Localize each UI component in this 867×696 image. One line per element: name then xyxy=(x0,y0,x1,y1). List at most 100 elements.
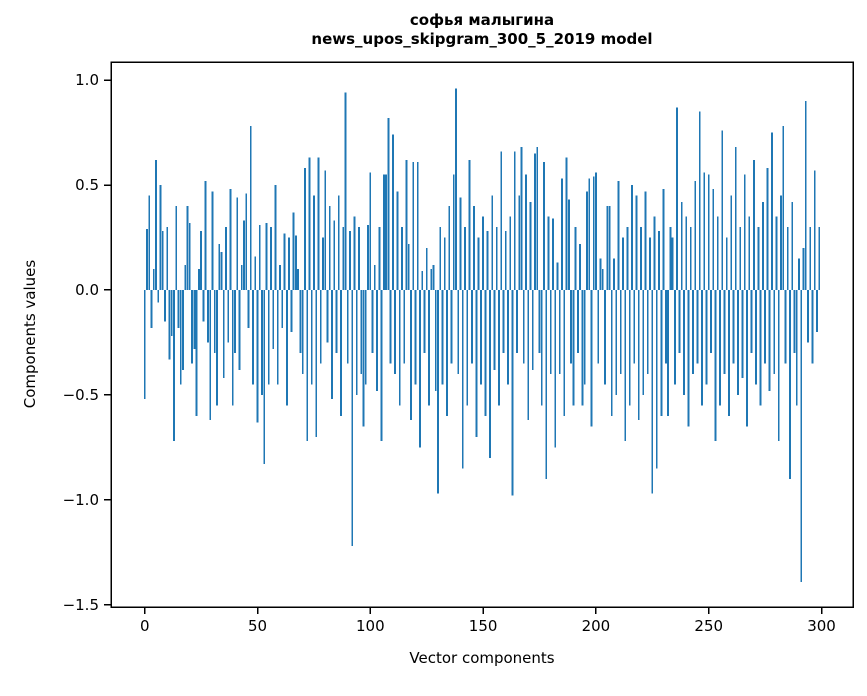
bar xyxy=(252,289,254,385)
bar xyxy=(258,224,261,290)
bar xyxy=(676,107,679,290)
bar xyxy=(730,195,733,290)
bar xyxy=(502,289,505,353)
bar xyxy=(398,289,401,406)
bar xyxy=(721,130,724,290)
bar xyxy=(340,289,342,416)
axes-spines xyxy=(110,61,854,608)
bar xyxy=(576,289,579,353)
bar xyxy=(358,227,360,290)
bar xyxy=(461,289,464,469)
bar xyxy=(773,289,776,374)
bar xyxy=(552,218,554,290)
bar xyxy=(355,289,358,395)
bar xyxy=(173,289,175,442)
bar xyxy=(527,289,530,421)
bar xyxy=(466,289,469,406)
bar xyxy=(780,195,782,290)
bar xyxy=(164,289,166,322)
bar xyxy=(202,289,205,322)
bar xyxy=(234,289,236,353)
bar xyxy=(746,289,748,427)
chart-title-line-1: софья малыгина xyxy=(409,11,555,29)
bar xyxy=(673,289,676,385)
bar xyxy=(495,227,498,290)
bar xyxy=(604,289,606,385)
bar xyxy=(789,289,791,479)
bar xyxy=(786,227,789,290)
bar xyxy=(554,289,557,448)
bar xyxy=(608,206,611,290)
bar xyxy=(813,170,816,290)
bar xyxy=(518,195,521,290)
bar xyxy=(216,289,218,406)
bar xyxy=(658,231,660,290)
bar xyxy=(692,289,694,374)
bar xyxy=(802,248,805,290)
bar xyxy=(601,269,604,290)
bar xyxy=(265,222,268,290)
bar xyxy=(680,201,683,290)
bar xyxy=(346,289,349,364)
bar xyxy=(362,289,365,427)
x-tick-label: 50 xyxy=(248,617,267,635)
bar xyxy=(419,289,421,448)
bar xyxy=(631,185,633,290)
bar xyxy=(667,289,670,416)
bar xyxy=(304,168,306,290)
ticks-group xyxy=(104,79,823,614)
y-tick-label: 0.5 xyxy=(75,176,99,194)
bar xyxy=(558,289,561,374)
bar xyxy=(227,289,230,343)
bar xyxy=(622,237,624,290)
bar xyxy=(367,224,369,290)
bar xyxy=(617,180,620,290)
bars-group xyxy=(143,88,821,582)
bar xyxy=(660,289,663,416)
bar xyxy=(157,289,160,303)
bar xyxy=(669,227,672,290)
bar xyxy=(175,206,178,290)
bar xyxy=(464,227,466,290)
bar xyxy=(798,258,800,290)
bar xyxy=(213,289,216,353)
bar xyxy=(777,289,780,442)
bar xyxy=(470,289,473,364)
bar xyxy=(498,289,500,406)
bar xyxy=(694,180,697,290)
bar xyxy=(306,289,309,442)
bar xyxy=(768,289,771,391)
bar xyxy=(204,180,207,290)
bar xyxy=(385,174,388,290)
bar xyxy=(701,289,703,406)
bar xyxy=(581,289,584,406)
bar xyxy=(450,289,453,364)
bar xyxy=(567,199,570,290)
bar xyxy=(561,178,563,290)
bar xyxy=(809,227,812,290)
bar xyxy=(290,289,293,332)
bar xyxy=(308,157,311,290)
bar xyxy=(439,227,442,290)
bar xyxy=(159,185,162,290)
bar xyxy=(816,289,818,332)
bar xyxy=(206,289,209,343)
bar xyxy=(328,206,331,290)
bar xyxy=(288,237,291,290)
bar xyxy=(685,216,688,290)
bar xyxy=(337,195,340,290)
bar xyxy=(421,271,424,290)
bar xyxy=(378,227,381,290)
bar xyxy=(434,289,437,391)
bar xyxy=(574,227,577,290)
bar xyxy=(811,289,814,364)
bar xyxy=(243,220,245,290)
tick-labels-group: 1.0 0.5 0.0 −0.5 −1.0 −1.5 0 50 100 150 200 250 300 xyxy=(63,71,836,635)
bar xyxy=(592,176,595,290)
bar xyxy=(725,237,728,290)
bar xyxy=(764,289,767,364)
bar xyxy=(714,289,717,442)
bar xyxy=(184,264,187,290)
bar xyxy=(800,289,803,582)
bar xyxy=(784,289,787,364)
